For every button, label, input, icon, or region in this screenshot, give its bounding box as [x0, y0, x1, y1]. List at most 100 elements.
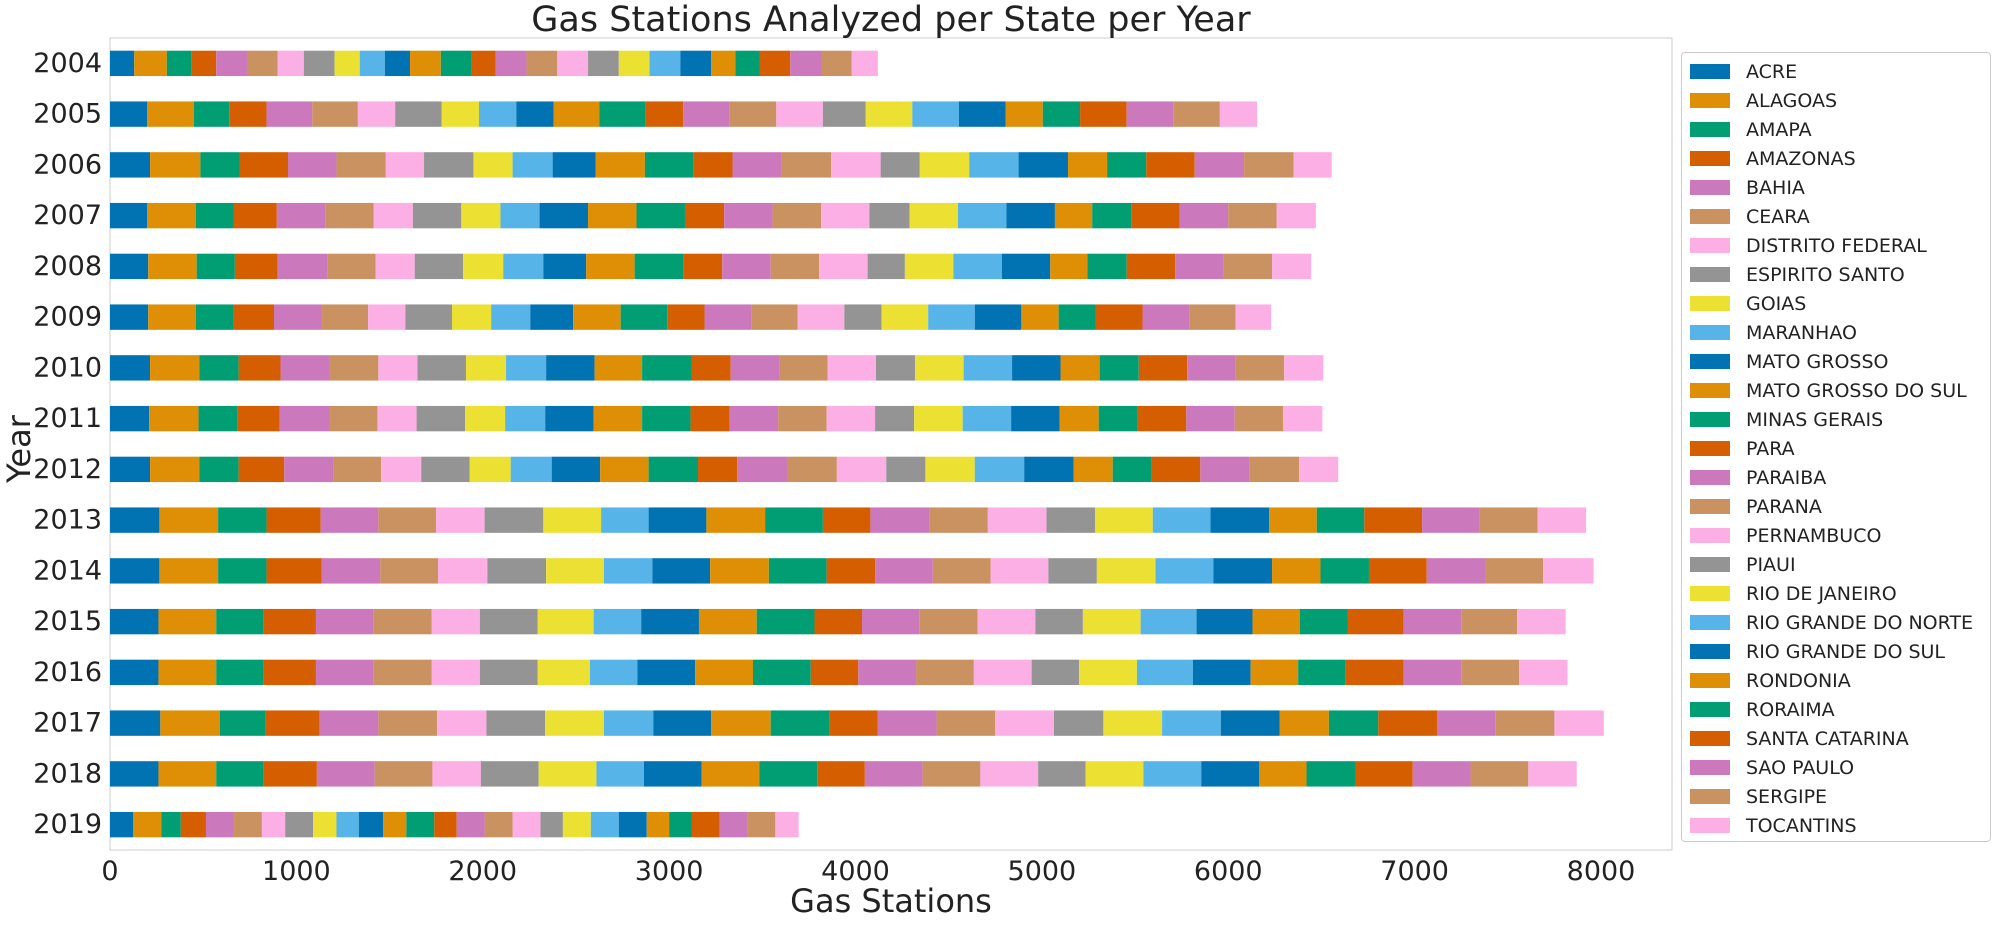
- bar-segment: [641, 608, 699, 635]
- bar-segment: [821, 50, 852, 77]
- bar-segment: [539, 202, 589, 229]
- bar-segment: [1284, 355, 1324, 381]
- bar-segment: [722, 253, 771, 280]
- bar-segment: [1095, 304, 1143, 330]
- bar-segment: [1082, 608, 1141, 635]
- bar-segment: [545, 710, 604, 736]
- bar-segment: [756, 608, 815, 635]
- legend-label: ACRE: [1746, 60, 1798, 83]
- bar-segment: [603, 558, 653, 584]
- bar-segment: [437, 710, 487, 736]
- bar-segment: [752, 659, 811, 686]
- bar-segment: [233, 202, 277, 229]
- bar-segment: [110, 659, 159, 686]
- bar-segment: [810, 659, 859, 686]
- bar-segment: [770, 710, 830, 736]
- bar-segment: [1403, 659, 1462, 686]
- bar-segment: [826, 405, 876, 432]
- bar-segment: [1001, 253, 1051, 280]
- bar-segment: [904, 253, 954, 280]
- bar-segment: [691, 811, 720, 838]
- bar-segment: [1012, 355, 1061, 381]
- bar-segment: [875, 558, 933, 584]
- bar-segment: [867, 253, 905, 280]
- legend-swatch: [1690, 528, 1730, 543]
- bar-segment: [928, 304, 975, 330]
- bar-segment: [1186, 405, 1235, 432]
- bar-segment: [1316, 507, 1365, 533]
- bar-segment: [974, 304, 1022, 330]
- legend-label: RONDONIA: [1746, 669, 1851, 692]
- bar-segment: [698, 608, 757, 635]
- bar-segment: [431, 659, 480, 686]
- bar-segment: [377, 405, 417, 432]
- bar-segment: [336, 811, 359, 838]
- bar-segment: [1223, 253, 1273, 280]
- legend-label: BAHIA: [1746, 176, 1805, 199]
- bar-segment: [158, 659, 217, 686]
- bar-segment: [516, 101, 554, 127]
- bar-segment: [287, 152, 337, 178]
- bar-segment: [512, 811, 541, 838]
- bar-segment: [110, 507, 160, 533]
- bar-segment: [829, 710, 878, 736]
- bar-segment: [180, 811, 206, 838]
- bar-segment: [1422, 507, 1480, 533]
- bar-segment: [653, 710, 712, 736]
- legend-item: ALAGOAS: [1682, 86, 1990, 115]
- bar-segment: [134, 50, 167, 77]
- bar-segment: [1131, 202, 1180, 229]
- legend-label: CEARA: [1746, 205, 1810, 228]
- bar-segment: [634, 253, 684, 280]
- bar-segment: [573, 304, 621, 330]
- bar-segment: [1042, 101, 1081, 127]
- bar-segment: [234, 253, 278, 280]
- bar-segment: [1092, 202, 1132, 229]
- bar-segment: [484, 811, 513, 838]
- bar-segment: [642, 405, 691, 432]
- bar-segment: [438, 558, 488, 584]
- bar-segment: [237, 405, 280, 432]
- y-tick-label: 2008: [33, 251, 102, 282]
- legend-swatch: [1690, 64, 1730, 79]
- legend-swatch: [1690, 267, 1730, 282]
- y-tick-label: 2013: [33, 505, 102, 536]
- bar-segment: [729, 405, 779, 432]
- bar-segment: [724, 202, 773, 229]
- bar-segment: [1080, 101, 1127, 127]
- bar-segment: [1519, 659, 1568, 686]
- bar-segment: [719, 811, 748, 838]
- bar-segment: [886, 456, 926, 483]
- legend-item: PARA: [1682, 434, 1990, 463]
- bar-segment: [990, 558, 1049, 584]
- bar-segment: [648, 456, 699, 483]
- bar-segment: [315, 659, 374, 686]
- bar-segment: [1175, 253, 1224, 280]
- legend-swatch: [1690, 412, 1730, 427]
- bar-segment: [1162, 710, 1221, 736]
- bar-segment: [421, 456, 470, 483]
- bar-segment: [1528, 761, 1577, 787]
- legend-label: MINAS GERAIS: [1746, 408, 1884, 431]
- bar-segment: [1228, 202, 1277, 229]
- legend-swatch: [1690, 151, 1730, 166]
- bar-segment: [814, 608, 863, 635]
- bar-segment: [562, 811, 591, 838]
- chart-title: Gas Stations Analyzed per State per Year: [531, 0, 1251, 40]
- bar-segment: [395, 101, 442, 127]
- bar-segment: [1234, 405, 1284, 432]
- bar-segment: [405, 304, 452, 330]
- bar-segment: [586, 253, 635, 280]
- bar-segment: [1320, 558, 1369, 584]
- bar-segment: [406, 811, 435, 838]
- bar-segment: [315, 608, 374, 635]
- bar-segment: [479, 101, 517, 127]
- bar-segment: [441, 101, 480, 127]
- bar-segment: [110, 456, 151, 483]
- bar-segment: [510, 456, 552, 483]
- bar-segment: [1283, 405, 1323, 432]
- bar-segment: [471, 50, 496, 77]
- bar-segment: [1179, 202, 1229, 229]
- bar-segment: [200, 152, 240, 178]
